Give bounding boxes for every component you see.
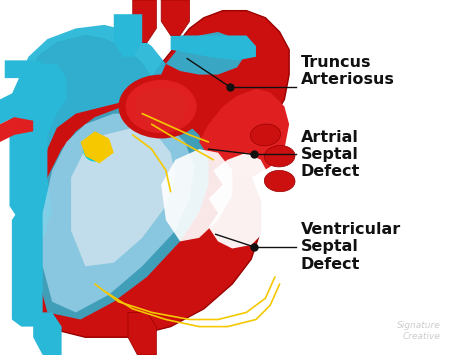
Polygon shape	[12, 206, 43, 327]
Text: Ventricular
Septal
Defect: Ventricular Septal Defect	[301, 222, 401, 272]
Polygon shape	[128, 312, 156, 355]
Ellipse shape	[264, 146, 295, 167]
Polygon shape	[114, 14, 142, 57]
Polygon shape	[38, 106, 209, 320]
Polygon shape	[14, 25, 166, 248]
Ellipse shape	[88, 140, 102, 158]
Polygon shape	[166, 32, 246, 75]
Circle shape	[126, 80, 197, 133]
Circle shape	[135, 87, 187, 126]
Text: Truncus
Arteriosus: Truncus Arteriosus	[301, 55, 395, 87]
Ellipse shape	[264, 170, 295, 192]
Polygon shape	[209, 153, 275, 248]
Polygon shape	[161, 0, 190, 36]
Polygon shape	[171, 36, 256, 60]
Polygon shape	[9, 64, 66, 231]
Polygon shape	[161, 149, 232, 241]
Ellipse shape	[250, 124, 281, 146]
Polygon shape	[43, 114, 194, 312]
Text: Artrial
Septal
Defect: Artrial Septal Defect	[301, 130, 360, 179]
Polygon shape	[71, 128, 175, 266]
Ellipse shape	[83, 137, 107, 162]
Polygon shape	[0, 92, 57, 124]
Circle shape	[118, 75, 204, 138]
Text: Signature
Creative: Signature Creative	[397, 321, 441, 341]
Polygon shape	[33, 312, 62, 355]
Polygon shape	[81, 131, 114, 163]
Polygon shape	[133, 0, 156, 43]
Polygon shape	[0, 117, 33, 142]
Polygon shape	[199, 89, 289, 178]
Polygon shape	[5, 60, 47, 78]
Polygon shape	[19, 11, 289, 337]
